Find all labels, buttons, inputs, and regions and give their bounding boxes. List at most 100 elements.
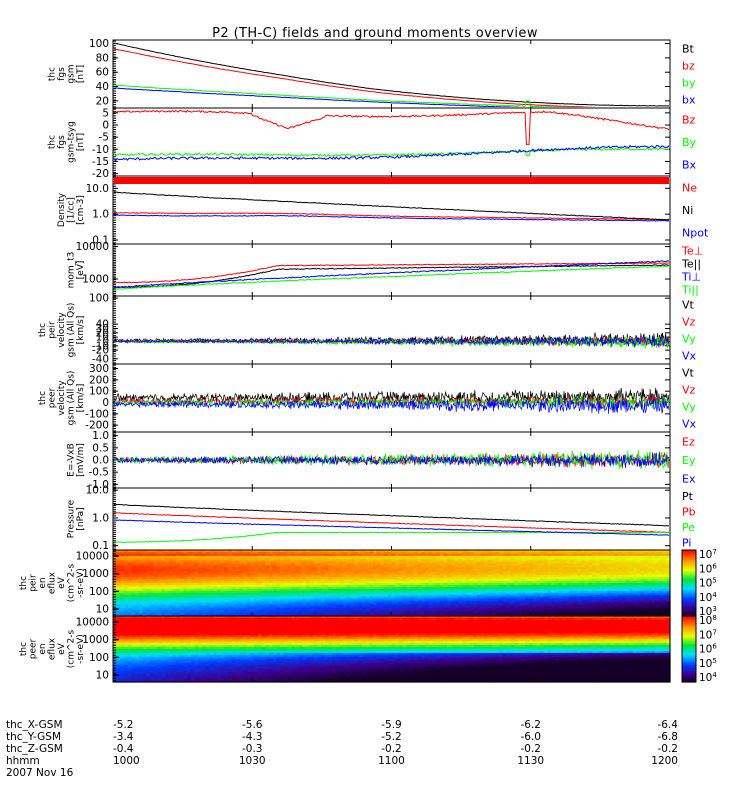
footer-z-2: -0.2 [381, 743, 402, 755]
ylabel-peer-en-eflux: -sr-eV) [76, 634, 86, 664]
ylabel-peer-velocity: velocity [57, 380, 67, 416]
footer-row-label-3: hhmm [6, 755, 40, 767]
spectrogram-peer-en-eflux [113, 616, 671, 683]
ylabel-peir-en-eflux: en [38, 577, 48, 588]
footer-x-3: -6.2 [521, 719, 542, 731]
ylabel-fgs-gsm: fgs [57, 67, 67, 81]
footer-z-0: -0.4 [113, 743, 134, 755]
panel-frame-fgs-gsm [112, 39, 671, 109]
colorbar-tick-peer-en-eflux: 108 [699, 614, 717, 627]
colorbar-tick-peir-en-eflux: 107 [699, 548, 717, 561]
ylabel-fgs-gsm-tsyg: thc [48, 135, 58, 149]
footer-x-4: -6.4 [658, 719, 679, 731]
ylabel-peir-velocity: thc [38, 323, 48, 337]
series-peer-velocity-Vt [114, 387, 669, 405]
ylabel-peer-en-eflux: thc [19, 642, 29, 656]
ylabel-tick-efield: 1.0 [92, 430, 109, 442]
ylabel-tick-peir-en-eflux: 1000 [82, 568, 109, 580]
ylabel-tick-density: 10.0 [86, 183, 109, 195]
ylabel-tick-peer-velocity: 200 [89, 374, 109, 386]
colorbar-peer-en-eflux [682, 616, 696, 683]
ylabel-peir-en-eflux: -sr-eV) [76, 568, 86, 598]
ylabel-peer-en-eflux: (cm^2-s [67, 629, 77, 668]
colorbar-tick-peer-en-eflux: 107 [699, 628, 717, 641]
legend-fgs-gsm-Bt: Bt [682, 43, 695, 56]
ylabel-tick-density: 0.1 [92, 234, 109, 246]
legend-pressure-Pt: Pt [682, 490, 694, 503]
ylabel-tick-fgs-gsm-tsyg: -5 [99, 132, 109, 144]
footer-x-1: -5.6 [242, 719, 263, 731]
colorbar-tick-peer-en-eflux: 104 [699, 671, 717, 684]
legend-fgs-gsm-tsyg-By: By [682, 136, 697, 149]
legend-fgs-gsm-tsyg-Bx: Bx [682, 159, 697, 172]
ylabel-tick-efield: -0.5 [89, 467, 110, 479]
ylabel-tick-peir-en-eflux: 10 [96, 603, 109, 615]
legend-pressure-Pb: Pb [682, 505, 696, 518]
footer-y-3: -6.0 [521, 731, 542, 743]
legend-efield-Ex: Ex [682, 473, 696, 486]
panel-frame-peir-velocity [112, 295, 671, 365]
ylabel-tick-fgs-gsm: 60 [96, 67, 109, 79]
ylabel-tick-pressure: 1.0 [92, 512, 109, 524]
ylabel-peir-en-eflux: eflux [48, 571, 58, 594]
legend-mom-t3-Te||: Te|| [681, 258, 701, 271]
ylabel-peer-velocity: peer [48, 387, 58, 408]
legend-pressure-Pe: Pe [682, 521, 695, 534]
ylabel-peir-en-eflux: peir [29, 574, 39, 592]
footer-x-2: -5.9 [381, 719, 402, 731]
footer-time-3: 1130 [517, 755, 544, 767]
ylabel-peir-velocity: gsm (All Qs) [67, 303, 77, 358]
page-title: P2 (TH-C) fields and ground moments over… [212, 26, 538, 41]
series-pressure-Pi [114, 519, 669, 536]
ylabel-tick-pressure: 0.1 [92, 540, 109, 552]
series-pressure-Pt [114, 503, 669, 527]
series-efield-Ex [114, 451, 669, 469]
ylabel-tick-fgs-gsm-tsyg: -15 [92, 156, 109, 168]
ylabel-peer-en-eflux: eflux [48, 637, 58, 660]
ylabel-tick-peer-en-eflux: 10000 [76, 617, 109, 629]
legend-fgs-gsm-bz: bz [682, 60, 695, 73]
ylabel-tick-efield: 0.5 [92, 442, 109, 454]
legend-efield-Ey: Ey [682, 454, 696, 467]
footer-y-4: -6.8 [658, 731, 679, 743]
ylabel-fgs-gsm-tsyg: [nT] [76, 133, 86, 151]
ylabel-pressure: [nPa] [76, 507, 86, 530]
ylabel-tick-peer-velocity: -200 [85, 420, 109, 432]
ylabel-peir-velocity: peir [48, 321, 58, 339]
ylabel-tick-fgs-gsm: 20 [96, 95, 109, 107]
colorbar-peir-en-eflux [682, 550, 696, 617]
legend-fgs-gsm-bx: bx [682, 94, 696, 107]
series-peir-velocity-Vx [114, 334, 669, 348]
ylabel-peir-velocity: [km/s] [76, 316, 86, 345]
panel-frame-pressure [112, 487, 671, 551]
ylabel-tick-peir-velocity: -40 [92, 353, 109, 365]
series-mom-t3-Ti_perp [114, 260, 669, 289]
ylabel-tick-pressure: 10.0 [86, 485, 109, 497]
ylabel-tick-peer-velocity: 0 [102, 397, 109, 409]
ylabel-pressure: Pressure [67, 499, 77, 538]
series-fgs-gsm-tsyg-Bx [114, 144, 669, 162]
ylabel-tick-peer-velocity: 300 [89, 363, 109, 375]
series-peer-velocity-Vx [114, 396, 669, 414]
ylabel-fgs-gsm-tsyg: gsm-tsyg [67, 121, 77, 163]
ylabel-tick-fgs-gsm-tsyg: 5 [102, 107, 109, 119]
ylabel-peir-en-eflux: thc [19, 576, 29, 590]
ylabel-tick-peir-velocity: -10 [92, 340, 109, 352]
ylabel-tick-efield: 0.0 [92, 455, 109, 467]
ylabel-peer-velocity: [km/s] [76, 384, 86, 413]
panel-frame-fgs-gsm-tsyg [112, 107, 671, 177]
footer-time-0: 1000 [113, 755, 140, 767]
legend-density-Ni: Ni [682, 204, 693, 217]
ylabel-tick-fgs-gsm: 40 [96, 81, 109, 93]
colorbar-border-peer-en-eflux [681, 615, 697, 683]
ylabel-tick-peer-en-eflux: 10 [96, 669, 109, 681]
ylabel-peir-en-eflux: (cm^2-s [67, 563, 77, 602]
legend-peir-velocity-Vt: Vt [682, 299, 695, 312]
footer-y-0: -3.4 [113, 731, 134, 743]
ylabel-tick-peir-en-eflux: 10000 [76, 551, 109, 563]
colorbar-tick-peir-en-eflux: 105 [699, 577, 717, 590]
ylabel-tick-peir-velocity: 10 [96, 332, 109, 344]
footer-row-label-0: thc_X-GSM [6, 719, 63, 731]
series-fgs-gsm-tsyg-Bz [114, 109, 669, 145]
